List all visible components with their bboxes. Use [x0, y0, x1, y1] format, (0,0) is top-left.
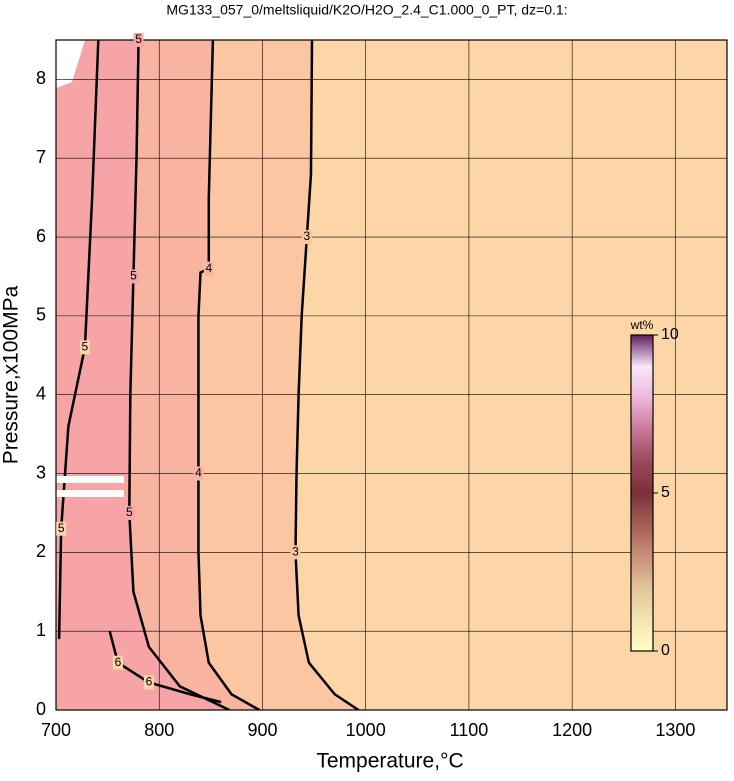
y-tick-label: 6	[36, 226, 46, 246]
x-axis-label: Temperature,°C	[316, 750, 463, 773]
plot-area	[56, 40, 727, 710]
contour-label-bg	[193, 466, 204, 481]
contour-label-bg	[128, 269, 139, 284]
contour-label: 6	[146, 675, 153, 689]
contour-line	[57, 40, 100, 640]
no-data-region	[56, 40, 85, 88]
y-tick-label: 7	[36, 147, 46, 167]
y-axis-label: Pressure,x100MPa	[0, 285, 23, 464]
x-tick-label: 1000	[346, 720, 386, 740]
y-tick-label: 4	[36, 383, 46, 403]
contour-label: 5	[135, 32, 142, 46]
contour-label-bg	[143, 675, 154, 690]
overlay	[56, 40, 124, 497]
contour-label-bg	[112, 655, 123, 670]
colorbar-tick-label: 10	[661, 326, 679, 343]
contour-label: 4	[205, 261, 212, 275]
contour-label-bg	[124, 505, 135, 520]
contour-label: 6	[115, 655, 122, 669]
contour-label-bg	[56, 521, 67, 536]
x-tick-label: 1300	[655, 720, 695, 740]
contour-label: 5	[82, 340, 89, 354]
y-tick-label: 1	[36, 620, 46, 640]
x-tick-label: 1100	[450, 720, 489, 740]
y-tick-label: 2	[36, 541, 46, 561]
x-tick-label: 700	[41, 720, 71, 740]
chart-title: MG133_057_0/meltsliquid/K2O/H2O_2.4_C1.0…	[166, 2, 567, 18]
y-tick-label: 0	[36, 699, 46, 719]
contour-label-bg	[203, 261, 214, 276]
y-tick-label: 8	[36, 68, 46, 88]
colorbar-tick-label: 5	[661, 484, 670, 501]
contour-label: 4	[195, 466, 202, 480]
plot-frame	[55, 39, 728, 711]
y-tick-label: 3	[36, 462, 46, 482]
contour-label-bg	[290, 545, 301, 560]
colorbar-label: wt%	[630, 318, 654, 332]
contour-label: 3	[304, 229, 311, 243]
x-tick-label: 800	[144, 720, 174, 740]
contour-label-bg	[79, 340, 90, 355]
contour-label: 5	[126, 505, 133, 519]
stripe	[56, 490, 124, 497]
contour-label-bg	[301, 230, 312, 245]
x-tick-label: 900	[247, 720, 277, 740]
contour-label: 5	[130, 269, 137, 283]
contour-label: 3	[292, 545, 299, 559]
stripe	[56, 476, 124, 483]
y-tick-label: 5	[36, 305, 46, 325]
contour-label: 5	[58, 521, 65, 535]
contour-label-bg	[133, 33, 144, 47]
x-tick-label: 1200	[552, 720, 592, 740]
colorbar-tick-label: 0	[661, 642, 670, 659]
colorbar	[630, 334, 654, 652]
contour-fill	[56, 40, 230, 710]
